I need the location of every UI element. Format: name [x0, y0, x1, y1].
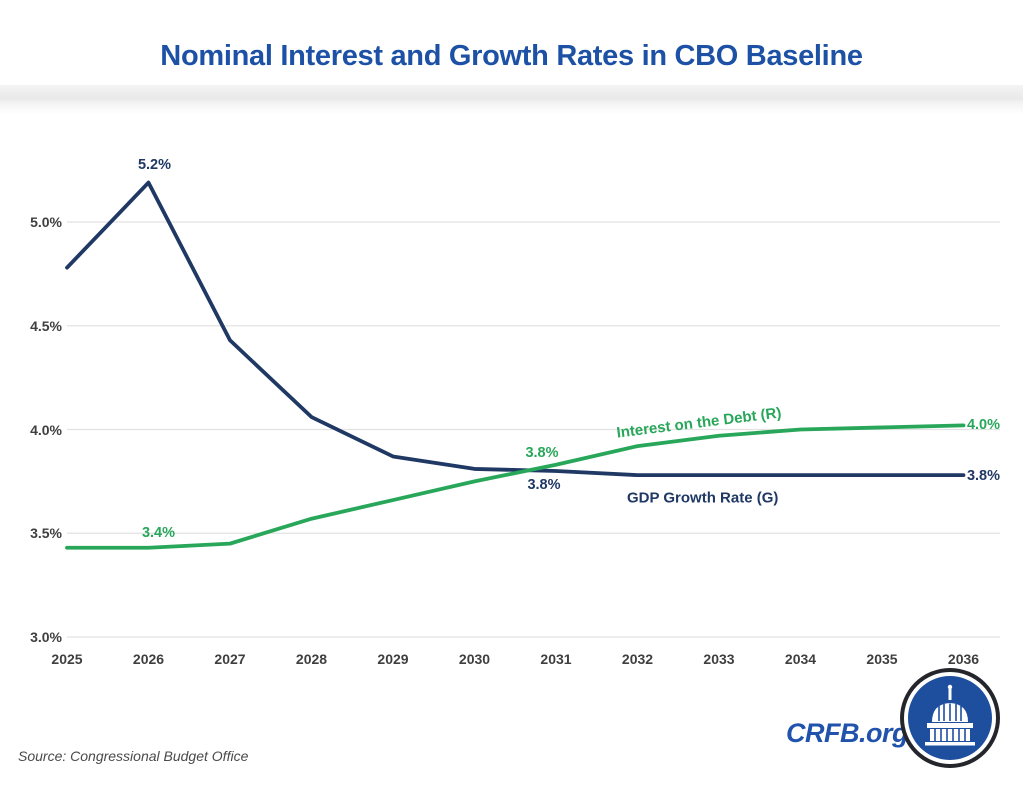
- capitol-building-icon: [904, 672, 996, 764]
- title-shadow-band: [0, 85, 1023, 115]
- series-line-interest-on-the-debt-r-: [65, 423, 966, 550]
- data-label: 3.4%: [141, 524, 176, 541]
- x-tick-label: 2027: [214, 651, 246, 667]
- x-tick-label: 2025: [51, 651, 83, 667]
- y-tick-label: 5.0%: [30, 214, 62, 230]
- series-line-gdp-growth-rate-g-: [65, 180, 966, 478]
- y-tick-label: 4.0%: [30, 421, 62, 438]
- y-tick-label: 3.5%: [30, 525, 62, 542]
- x-tick-label: 2036: [947, 651, 980, 667]
- page-title: Nominal Interest and Growth Rates in CBO…: [160, 40, 863, 72]
- crfb-wordmark: CRFB.org: [786, 718, 908, 748]
- y-tick-label: 3.0%: [30, 629, 62, 645]
- data-label: 3.8%: [527, 477, 561, 493]
- x-tick-label: 2035: [866, 651, 898, 667]
- x-tick-label: 2033: [703, 651, 735, 667]
- x-tick-label: 2034: [784, 651, 817, 667]
- y-tick-label: 4.5%: [30, 317, 62, 334]
- series-label: Interest on the Debt (R): [615, 404, 782, 442]
- source-note: Source: Congressional Budget Office: [18, 748, 249, 764]
- data-label: 5.2%: [137, 156, 172, 173]
- series-label: GDP Growth Rate (G): [626, 489, 779, 507]
- data-label: 4.0%: [966, 417, 1001, 434]
- x-tick-label: 2030: [458, 651, 491, 667]
- x-tick-label: 2028: [295, 651, 328, 667]
- x-tick-label: 2026: [132, 651, 165, 667]
- x-tick-label: 2032: [621, 651, 654, 667]
- data-label: 3.8%: [966, 468, 1001, 485]
- x-tick-label: 2031: [540, 651, 572, 667]
- data-label: 3.8%: [525, 444, 559, 461]
- x-tick-label: 2029: [377, 651, 409, 667]
